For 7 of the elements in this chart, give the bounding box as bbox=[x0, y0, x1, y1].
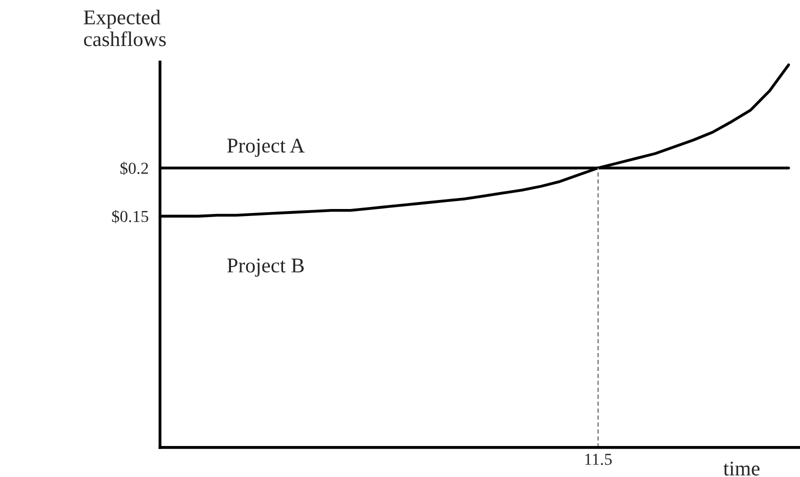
x-axis-title: time bbox=[723, 462, 760, 476]
series-label: Project A bbox=[227, 138, 305, 157]
y-axis-title: Expected cashflows bbox=[84, 10, 166, 46]
text: 11.5 bbox=[585, 454, 612, 466]
y-tick-label: $0.15 bbox=[112, 210, 148, 224]
y-tick-label: $0.2 bbox=[120, 162, 148, 176]
text: Project B bbox=[227, 258, 304, 277]
